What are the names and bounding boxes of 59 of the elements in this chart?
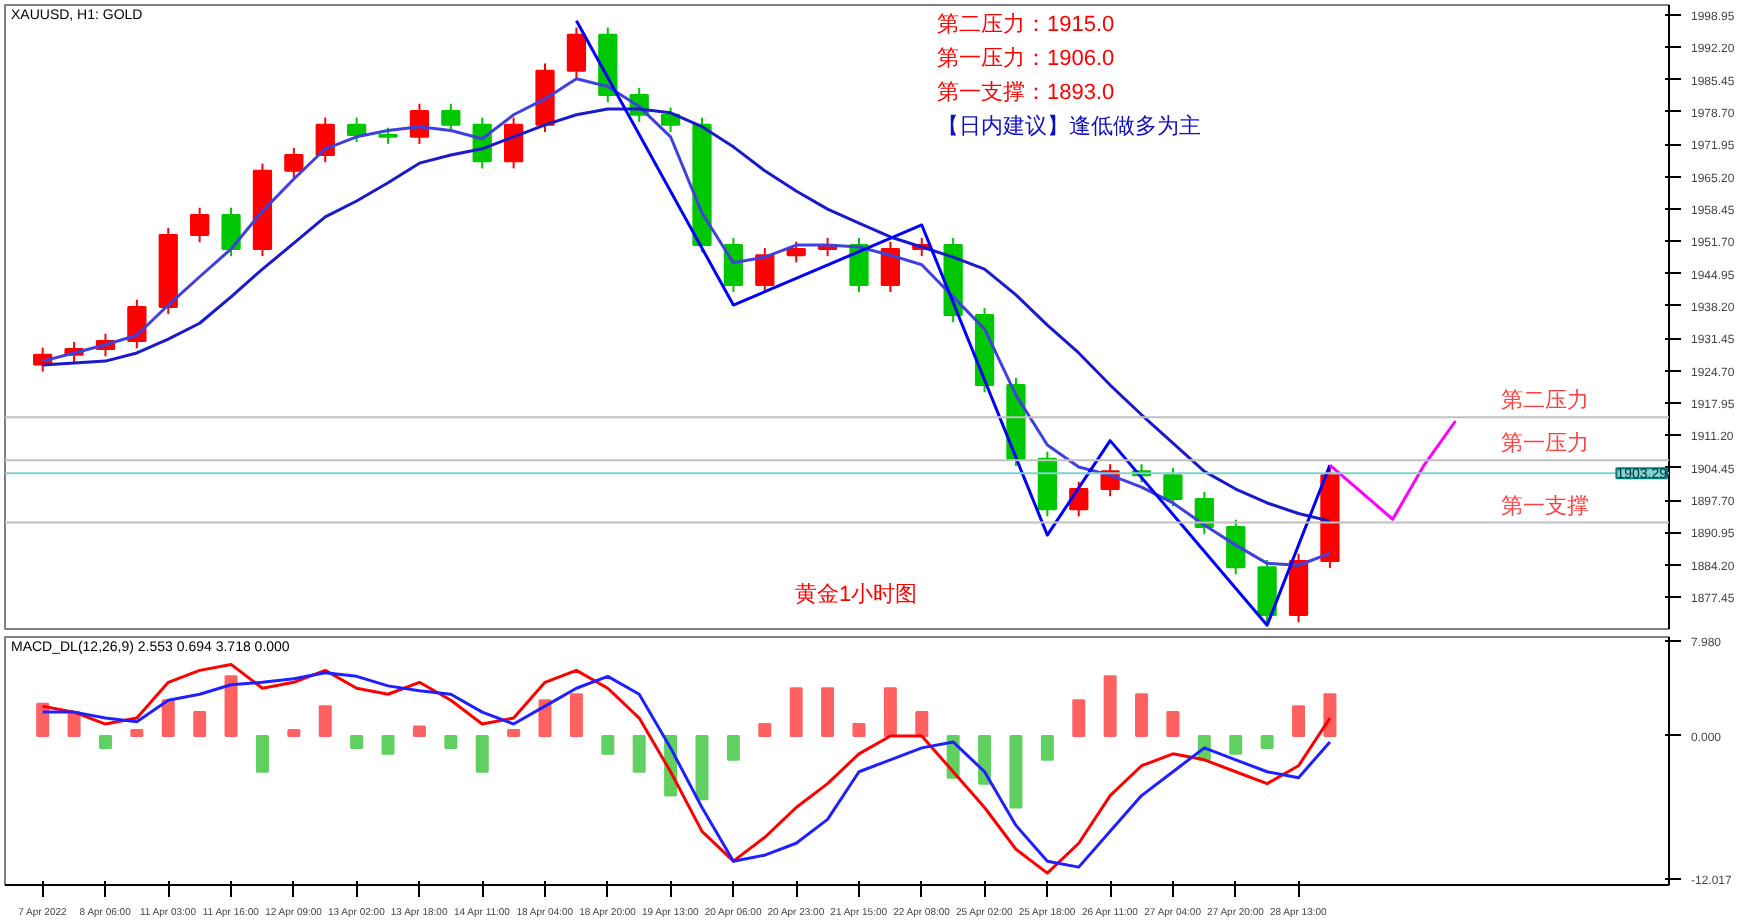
bar (381, 734, 395, 755)
bar (507, 729, 521, 737)
bar (255, 734, 269, 773)
bar (318, 705, 332, 737)
candlestick (1257, 558, 1277, 624)
candlestick (786, 240, 806, 264)
candlestick (566, 26, 587, 79)
ref-line-label: 第二压力 (1501, 387, 1589, 414)
candlestick (221, 206, 241, 258)
bar (193, 711, 207, 737)
bar (632, 734, 646, 773)
annotation: 黄金1小时图 (795, 581, 918, 607)
bar (1229, 734, 1243, 755)
bar (98, 734, 112, 749)
bar (852, 723, 866, 737)
bar (412, 725, 426, 737)
ref-line-label: 第一压力 (1501, 430, 1589, 457)
bar (1166, 711, 1180, 737)
bar (695, 734, 709, 801)
bar (821, 687, 835, 737)
bar (1323, 693, 1337, 737)
candlestick (1163, 466, 1183, 508)
candlestick (503, 116, 524, 170)
ref-line-label: 第一支撑 (1501, 492, 1589, 519)
bar (601, 734, 615, 755)
candlestick (190, 206, 210, 244)
candlestick (660, 106, 681, 133)
candlestick (880, 240, 901, 294)
annotation: 第一支撑：1893.0 (937, 79, 1115, 105)
bar (444, 734, 458, 749)
bar (758, 723, 772, 737)
bar (1260, 734, 1274, 749)
candlestick (441, 102, 461, 133)
candlestick (284, 146, 304, 180)
bar (1103, 675, 1117, 737)
bar (789, 687, 803, 737)
bar (569, 693, 583, 737)
bar (1040, 734, 1054, 761)
bar (287, 729, 301, 737)
bar (36, 702, 50, 737)
bar (161, 699, 175, 737)
bar (350, 734, 364, 749)
bar (1009, 734, 1023, 809)
bar (538, 699, 552, 737)
candlestick (347, 116, 367, 144)
bar (726, 734, 740, 761)
bar (883, 687, 897, 737)
bar (1135, 693, 1149, 737)
bar (915, 711, 929, 737)
bar (130, 729, 144, 737)
annotation: 第二压力：1915.0 (937, 11, 1115, 37)
bar (224, 675, 238, 737)
annotation: 第一压力：1906.0 (937, 45, 1115, 71)
bar (1072, 699, 1086, 737)
annotation: 【日内建议】逢低做多为主 (937, 113, 1201, 139)
bar (1292, 705, 1306, 737)
candlestick (1226, 518, 1246, 576)
candlestick (755, 246, 775, 294)
bar (475, 734, 489, 773)
